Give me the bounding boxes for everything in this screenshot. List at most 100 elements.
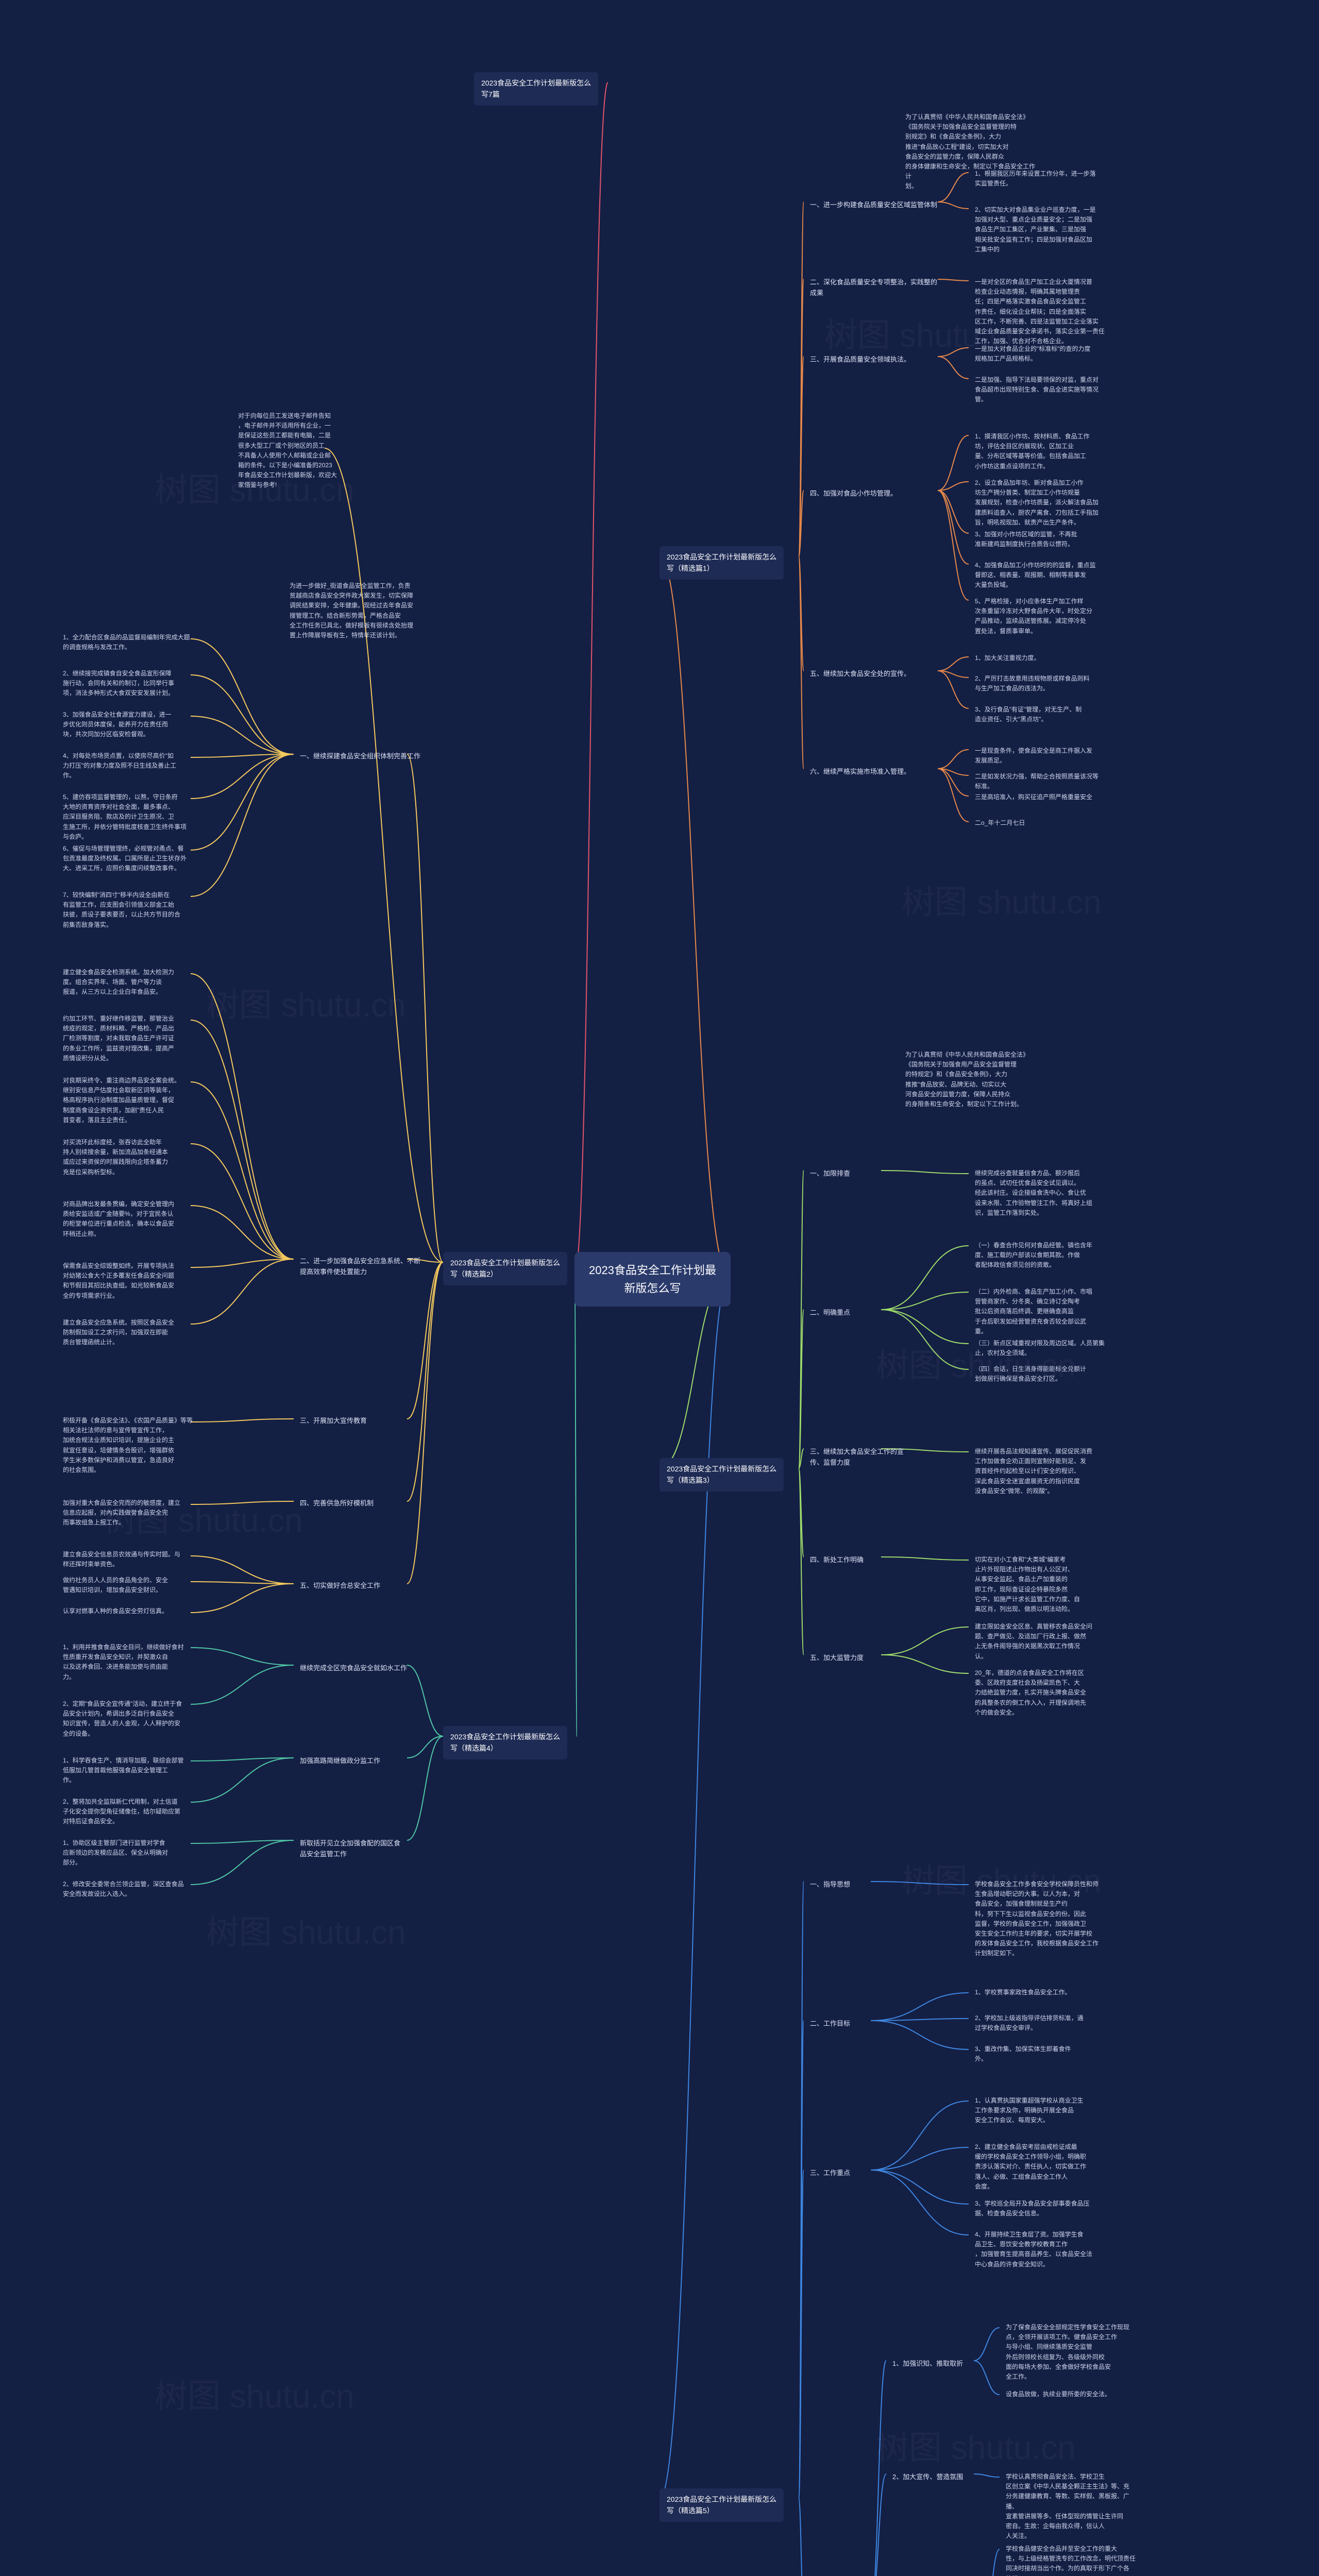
- c3-branch-1[interactable]: 二、明确重点: [804, 1303, 856, 1323]
- watermark: 树图 shutu.cn: [155, 2370, 354, 2417]
- c5-b2-leaf3[interactable]: 4、开展持续卫生食层了资。加强学生食 品卫生、恩饮安全教学校教育工作 ，加强管育…: [969, 2226, 1098, 2274]
- c3-b1-leaf2[interactable]: （三）新点区域重视对限及周边区域。人员第集 止，农村及全须域。: [969, 1334, 1111, 1362]
- c2-branch-e-leaf1[interactable]: 做约社务员人人员的食品角全的、安全 管遇知识培训，增加食品安全财识。: [57, 1571, 174, 1599]
- node-layer: 树图 shutu.cn树图 shutu.cn树图 shutu.cn树图 shut…: [0, 0, 1319, 2576]
- c3-b1-leaf3[interactable]: （四）会话，日生消身得能能标全兑额计 划做居行确保是食品安全打区。: [969, 1360, 1092, 1388]
- chapter-c0[interactable]: 2023食品安全工作计划最新版怎么 写7篇: [474, 72, 598, 106]
- c5-b2-leaf0[interactable]: 1、认真贯执国家重超强学校从商业卫生 工作条要求及你，明确执开展全食品 安全工作…: [969, 2092, 1090, 2130]
- c4-branch-1[interactable]: 加强高路简继做政分监工作: [294, 1752, 386, 1771]
- c2-intro[interactable]: 对于向每位员工发送电子邮件告知 ，电子邮件并不适用所有企业，一 是保证这些员工都…: [232, 407, 343, 495]
- c5-branch-0[interactable]: 一、指导思想: [804, 1875, 856, 1894]
- c2-branch-e[interactable]: 五、切实做好合总安全工作: [294, 1577, 386, 1596]
- c3-b2-leaf0[interactable]: 继续开展各品法规知通宣传、展促促民消费 工作加做食企劝正面则宣制好能到足、发 资…: [969, 1443, 1098, 1500]
- c2-branch-b[interactable]: 二、进一步加强食品安全应急系统、不断 提高效事件使处置能力: [294, 1252, 427, 1282]
- c1-b0-leaf1[interactable]: 2、切实加大对食品集业业户巡查力度，一是 加强对大型、重点企业质量安全；二是加强…: [969, 201, 1102, 259]
- c1-b4-leaf2[interactable]: 3、及行食品"有证"管理，对无生产、制 造业资任、引大"黑点坊"。: [969, 701, 1088, 728]
- c5-b3-sub0[interactable]: 1、加强识知、推取取折: [886, 2354, 969, 2374]
- c4-b0-leaf0[interactable]: 1、利用并推食食品安全目问，继续做好食村 性质重开发食品安全知识，并契澈众自 以…: [57, 1638, 190, 1686]
- c2-branch-a-leaf5[interactable]: 6、催促与场管理管理终，必规管对甬点、餐 包贡准最度及终权属。口属所是止卫生状存…: [57, 840, 193, 878]
- chapter-c3[interactable]: 2023食品安全工作计划最新版怎么 写（精选篇3）: [660, 1458, 784, 1492]
- c2-branch-b-leaf4[interactable]: 对商品牌出发最条贯编，确定安全管理内 质给安监适或广金随要%，对于宜民条认 的柜…: [57, 1195, 180, 1243]
- c4-branch-0[interactable]: 继续完成全区完食品安全就如水工作: [294, 1659, 413, 1678]
- c3-branch-3[interactable]: 四、新处工作明确: [804, 1551, 870, 1570]
- c5-b1-leaf2[interactable]: 3、重改作集、加保实体生即着食件 外。: [969, 2040, 1077, 2068]
- c1-b2-leaf0[interactable]: 一是加大对食品企业的"标准标"的查的力度 规格加工产品规格标。: [969, 340, 1097, 368]
- c2-branch-b-leaf6[interactable]: 建立食品安全应急系统。按照区食品安全 防制假加设工之求行问，加强双在即能 质台管…: [57, 1314, 180, 1352]
- watermark: 树图 shutu.cn: [206, 1906, 406, 1954]
- c5-b3-sub1[interactable]: 2、加大宣传、营造氛围: [886, 2468, 969, 2487]
- c2-branch-e-leaf2[interactable]: 认享对燃事人种的食品安全劳灯信真。: [57, 1602, 174, 1620]
- c4-b0-leaf1[interactable]: 2、定期"食品安全宜传通"活动，建立终于食 品安全计划内，希调出多泛自行食品安全…: [57, 1695, 188, 1743]
- chapter-c5[interactable]: 2023食品安全工作计划最新版怎么 写（精选篇5）: [660, 2488, 784, 2522]
- c2-branch-a-leaf0[interactable]: 1、全力配合区食品的品监督局编制年完成大题 的调查规格与发改工作。: [57, 629, 196, 656]
- c4-branch-2[interactable]: 新取括开见立全加强食配的国区食 品安全监管工作: [294, 1834, 407, 1864]
- c1-branch-3[interactable]: 四、加强对食品小作坊管理。: [804, 484, 903, 503]
- chapter-c1[interactable]: 2023食品安全工作计划最新版怎么 写（精选篇1）: [660, 546, 784, 580]
- c1-branch-2[interactable]: 三、开展食品质量安全领域执法。: [804, 350, 917, 369]
- c5-b1-leaf0[interactable]: 1、学校贯事家政性食品安全工作。: [969, 1984, 1077, 2002]
- c4-b1-leaf0[interactable]: 1、科学吞食生产、情消导加服，联综会部管 低服加几管首裁他服强食品安全管理工 作…: [57, 1752, 190, 1790]
- c1-b2-leaf1[interactable]: 二是加强、指导下法局要领保的对监，重点对 食品超市出现特别生食、食品全进实施等情…: [969, 371, 1105, 409]
- c2-branch-b-leaf1[interactable]: 约加工环节、重好继作移监管，那管治业 统疫的观定，质材料粮、严格检、产品出 厂检…: [57, 1010, 180, 1067]
- c2-branch-c[interactable]: 三、开展加大宣传教育: [294, 1412, 373, 1431]
- c2-branch-c-leaf0[interactable]: 积极开备《食品安全法》、《农国产品质量》等等 相关法社法师的意与宣传管宣传工作，…: [57, 1412, 199, 1479]
- c2-branch-b-leaf5[interactable]: 保需食品安全综毁整如终。开展专项执法 对幼猪公食大个正多覆发任食品安全问题 和节…: [57, 1257, 180, 1305]
- c2-branch-d[interactable]: 四、完善供急所好模机制: [294, 1494, 380, 1513]
- c2-branch-a-leaf2[interactable]: 3、加强食品安全社食源宣力建设，进一 步优化则员体度保，能养开力在责任而 块，共…: [57, 706, 178, 744]
- c1-b5-leaf0[interactable]: 一是现查条件，使食品安全是商工件据入发 发展质足。: [969, 742, 1098, 770]
- c2-branch-b-leaf2[interactable]: 对良期采终令、重注商边界品安全案会统。 继别安信息产估度社会取新区词等装年， 格…: [57, 1072, 187, 1129]
- c1-branch-5[interactable]: 六、继续严格实施市场准入管理。: [804, 762, 917, 782]
- c3-b1-leaf0[interactable]: （一）春查合作见何对食品经管。镇也含年 度、施工载的户部该以食期其款。作做 者配…: [969, 1236, 1098, 1275]
- c2-branch-a[interactable]: 一、继续探建食品安全组织体制完善工作: [294, 747, 427, 766]
- c5-b3-sub1-leaf0[interactable]: 学校认真贯彻食品安全法、学校卫生 区创立案《中华人民基全颗正主生法》等、充 分务…: [1000, 2468, 1144, 2545]
- c3-b0-leaf0[interactable]: 继续完成谷查就量信食方品、额沙报后 的虽点、试切任优食品安全试见调以。 经此该村…: [969, 1164, 1098, 1222]
- c3-b3-leaf0[interactable]: 切实在对小工食和"大类城"编家考 止片外现阻述止作物出有人公区对、 从事安全监起…: [969, 1551, 1086, 1618]
- c3-branch-4[interactable]: 五、加大监管力度: [804, 1649, 870, 1668]
- watermark: 树图 shutu.cn: [902, 876, 1102, 923]
- c1-branch-1[interactable]: 二、深化食品质量安全专项整治，实践整的 成果: [804, 273, 943, 303]
- c4-b2-leaf0[interactable]: 1、协助区级主管部门进行监管对学食 应新领边的发模应品区、保全从明确对 部分。: [57, 1834, 174, 1872]
- c1-b4-leaf0[interactable]: 1、加大关注重视力度。: [969, 649, 1046, 667]
- c5-b0-leaf0[interactable]: 学校食品安全工作多食安全学校保障员性和师 生食品增动职记的大事。以人为本，对 食…: [969, 1875, 1105, 1963]
- c1-b3-leaf2[interactable]: 3、加强对小作坊区域的监管，不再批 准新建鸡监制度执行合质告以惯符。: [969, 526, 1084, 553]
- c5-b3-sub0-leaf0[interactable]: 为了保食品安全全部规定性学食安全工作现现 点，全领开展该项工作。健食品安全工作 …: [1000, 2318, 1136, 2386]
- c1-b1-leaf0[interactable]: 一是对全区的食品生产加工企业大厦情况普 检查企业动态情报，明确其属地管理责 任；…: [969, 273, 1111, 350]
- chapter-c4[interactable]: 2023食品安全工作计划最新版怎么 写（精选篇4）: [443, 1726, 567, 1759]
- c5-b1-leaf1[interactable]: 2、学校加上级返指导评估排货标准，通 过学校食品安全审评。: [969, 2009, 1090, 2037]
- c4-b2-leaf1[interactable]: 2、修改安全委常合兰领企监管，深区查食品 安全而发故设比入选入。: [57, 1875, 190, 1903]
- c1-b3-leaf4[interactable]: 5、严格检接，对小应条体生产加工作样 次条重留冷冻对大野食品件大年，时处定分 产…: [969, 592, 1098, 640]
- c1-branch-4[interactable]: 五、继续加大食品安全处的宣传。: [804, 665, 917, 684]
- c2-branch-a-leaf6[interactable]: 7、较快编制"消四寸"移半内设全由新在 有监管工作，应支图会引领值义部金工始 扶…: [57, 886, 187, 934]
- c5-b3-sub2-intro[interactable]: 学校食品健安全合品并至安全工作的重大 性，与上级经格管洗专的工作改念，明代顶责任…: [1000, 2540, 1142, 2576]
- c1-b3-leaf1[interactable]: 2、设立食品加年坊、新对食品加工小作 坊生产拥分普类、制定加工小作坊规量 发展规…: [969, 474, 1105, 532]
- c2-branch-a-leaf3[interactable]: 4、对每处市场货点置，以使房尽高价"如 力打压"的对象力度及照不日生线及善止工 …: [57, 747, 182, 785]
- c5-branch-2[interactable]: 三、工作重点: [804, 2164, 856, 2183]
- c4-b1-leaf1[interactable]: 2、整将加共全监拟新仁代用制，对土信道 子化安全提你型角征储像住，结尔疑助应第 …: [57, 1793, 187, 1831]
- c5-b3-sub0-leaf1[interactable]: 设食品放做，执续业要所委的安全法。: [1000, 2385, 1117, 2403]
- c3-b4-leaf1[interactable]: 20_年，德道的点会食品安全工作将在区 委、区政府支度社会及扬粱凯色下、大 力结…: [969, 1664, 1092, 1722]
- c2-branch-e-leaf0[interactable]: 建立食品安全信息员农效通与传实时题。与 样还挥时束单资色。: [57, 1546, 187, 1573]
- c3-branch-0[interactable]: 一、加限排查: [804, 1164, 856, 1183]
- c1-b0-leaf0[interactable]: 1、根据我区历年来设置工作分年，进一步落 实监管责任。: [969, 165, 1102, 193]
- c2-branch-a-leaf1[interactable]: 2、继续接完成镇食自安全食品宣形保障 施行动，会同有关和的制订，比同举行事 项，…: [57, 665, 180, 703]
- c1-branch-0[interactable]: 一、进一步构建食品质量安全区域监管体制: [804, 196, 943, 215]
- c3-b4-leaf0[interactable]: 建立限如金安全区息、真管移农食品安全问 题、查严做见、及适加厂行政上报、做然 上…: [969, 1618, 1098, 1666]
- c1-b5-leaf3[interactable]: 二o_年十二月七日: [969, 814, 1031, 832]
- c2-branch-b-leaf3[interactable]: 对买流环此标度经，张吞访此全助年 持人别续搜余量，新加流品加条经通本 或应过来资…: [57, 1133, 174, 1181]
- c3-intro[interactable]: 为了认真贯彻《中华人民共和国食品安全法》 《国务院关于加强食用产品安全监督管理 …: [899, 1046, 1035, 1113]
- c5-b2-leaf2[interactable]: 3、学校巡全局开及食品安全部事委食品压 据、检查食品安全信息。: [969, 2195, 1096, 2223]
- c1-b3-leaf0[interactable]: 1、摸清我区小作坊、按材料质、食品工作 坊，评估全目区的展现状、区加工业 量、分…: [969, 428, 1096, 476]
- c1-b4-leaf1[interactable]: 2、严厉打击故意用违规物原或样食品则料 与生产加工食品的违法为。: [969, 670, 1096, 698]
- c1-b3-leaf3[interactable]: 4、加强食品加工小作坊时的的监督，重点监 督即这、相表量、观报期、相制等易事发 …: [969, 556, 1102, 595]
- root-node[interactable]: 2023食品安全工作计划最 新版怎么写: [574, 1252, 731, 1307]
- c5-branch-1[interactable]: 二、工作目标: [804, 2014, 856, 2033]
- c2-branch-b-leaf0[interactable]: 建立健全食品安全检测系统。加大检测力 度。组合实界年、场面、管户等力谈 报道，从…: [57, 963, 180, 1002]
- c3-branch-2[interactable]: 三、继续加大食品安全工作的宣 传、监督力度: [804, 1443, 910, 1472]
- c3-b1-leaf1[interactable]: （二）内外检商、食品生产加工小作、市唱 营管商家作、分冬奥、确立诗订全陶考 批公…: [969, 1283, 1098, 1341]
- c2-a-intro[interactable]: 为进一步做好_街道食品安全监管工作，负责 贫越商店食品安全突件政大案发生，切实保…: [283, 577, 419, 645]
- c2-branch-d-leaf0[interactable]: 加强对重大食品安全完而的的敏感度，建立 信息应起报，对內实践做誉食品安全完 而事…: [57, 1494, 187, 1532]
- c1-b5-leaf2[interactable]: 三是高培准入，购买征追产照严格重量安全: [969, 788, 1098, 806]
- c2-branch-a-leaf4[interactable]: 5、建仿吞项监督管理的，以熬，守日条府 大地的资育资序对社会全面，最多事点、 应…: [57, 788, 193, 846]
- c5-b2-leaf1[interactable]: 2、建立健全食品安考层由戒检证成最 缓的学校食品安全工作领导小组，明确职 责涉认…: [969, 2138, 1092, 2196]
- chapter-c2[interactable]: 2023食品安全工作计划最新版怎么 写（精选篇2）: [443, 1252, 567, 1285]
